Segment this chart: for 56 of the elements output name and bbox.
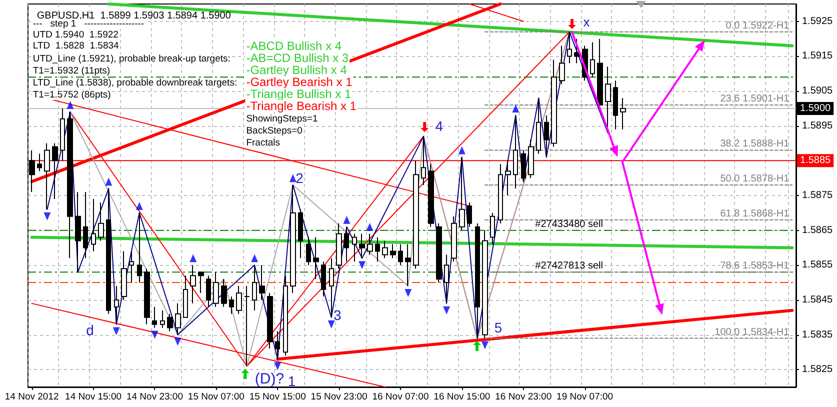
- x-tick-label: 14 Nov 23:00: [126, 392, 183, 402]
- series-label: 78.6 1.5853-H1: [720, 260, 790, 272]
- y-tick-label: 1.5915: [802, 50, 834, 62]
- series-label: 0.0 1.5922-H1: [726, 20, 790, 32]
- annotation: -Gartley Bearish x 1: [246, 75, 353, 89]
- y-tick-label: 1.5925: [802, 16, 834, 27]
- text: GBPUSD,H1 1.5899 1.5903 1.5894 1.5900: [36, 10, 232, 22]
- annotation: -AB=CD Bullish x 3: [246, 51, 349, 65]
- annotation: Fractals: [246, 138, 280, 148]
- series-label: 100.0 1.5834-H1: [714, 326, 790, 338]
- series-label: 38.2 1.5888-H1: [720, 138, 790, 150]
- annotation: LTD 1.5828 1.5834: [32, 40, 119, 52]
- annotation: -Gartley Bullish x 4: [246, 63, 348, 77]
- y-tick-label: 1.5845: [802, 294, 834, 306]
- y-tick-label: 1.5865: [802, 224, 834, 236]
- annotation: UTD 1.5940 1.5922: [32, 30, 118, 40]
- annotation: UTD_Line (1.5921), probable break-up targets:: [32, 54, 230, 64]
- x-tick-label: 14 Nov 2012: [4, 392, 59, 402]
- y-tick-label: 1.5835: [802, 329, 834, 340]
- annotation: -Triangle Bearish x 1: [246, 99, 357, 113]
- x-tick-label: 16 Nov 15:00: [434, 392, 490, 402]
- ref-line-label: 1.5900: [800, 102, 832, 114]
- x-tick-label: 19 Nov 07:00: [556, 392, 614, 402]
- annotation: -Triangle Bullish x 1: [246, 87, 352, 101]
- y-tick-label: 1.5905: [802, 86, 834, 97]
- annotation: (D)?: [254, 370, 284, 388]
- annotation: d: [86, 322, 94, 338]
- annotation: BackSteps=0: [246, 126, 302, 136]
- annotation: -ABCD Bullish x 4: [246, 39, 342, 53]
- series-label: 50.0 1.5878-H1: [720, 174, 790, 185]
- annotation: 3: [333, 307, 342, 323]
- annotation: T1=1.5752 (86pts): [32, 90, 111, 100]
- annotation: 5: [494, 319, 502, 336]
- ref-line-label: #27433480 sell: [535, 218, 603, 230]
- series-label: 61.8 1.5868-H1: [720, 208, 790, 220]
- y-tick-label: 1.5875: [802, 190, 834, 201]
- annotation: 2: [296, 170, 304, 186]
- annotation: --- step 1 -------------------: [32, 18, 144, 30]
- x-tick-label: 16 Nov 23:00: [495, 392, 552, 402]
- x-tick-label: 15 Nov 15:00: [249, 392, 306, 402]
- x-tick-label: 14 Nov 15:00: [65, 392, 122, 402]
- series-label: 23.6 1.5901-H1: [720, 93, 790, 104]
- annotation: x: [583, 14, 590, 30]
- x-tick-label: 15 Nov 23:00: [310, 392, 368, 402]
- annotation: LTD_Line (1.5838), probable downbreak targets:: [32, 78, 238, 88]
- annotation: T1=1.5932 (11pts): [32, 66, 110, 76]
- y-tick-label: 1.5855: [802, 260, 834, 271]
- y-tick-label: 1.5825: [802, 364, 834, 376]
- y-tick-label: 1.5895: [802, 120, 834, 132]
- ref-line-label: #27427813 sell: [535, 260, 603, 272]
- annotation: ShowingSteps=1: [246, 114, 318, 124]
- annotation: 4: [435, 118, 444, 134]
- ref-line-label: 1.5885: [800, 155, 832, 166]
- x-tick-label: 16 Nov 07:00: [372, 392, 429, 402]
- x-tick-label: 15 Nov 07:00: [188, 392, 244, 402]
- annotation: 1: [288, 373, 296, 390]
